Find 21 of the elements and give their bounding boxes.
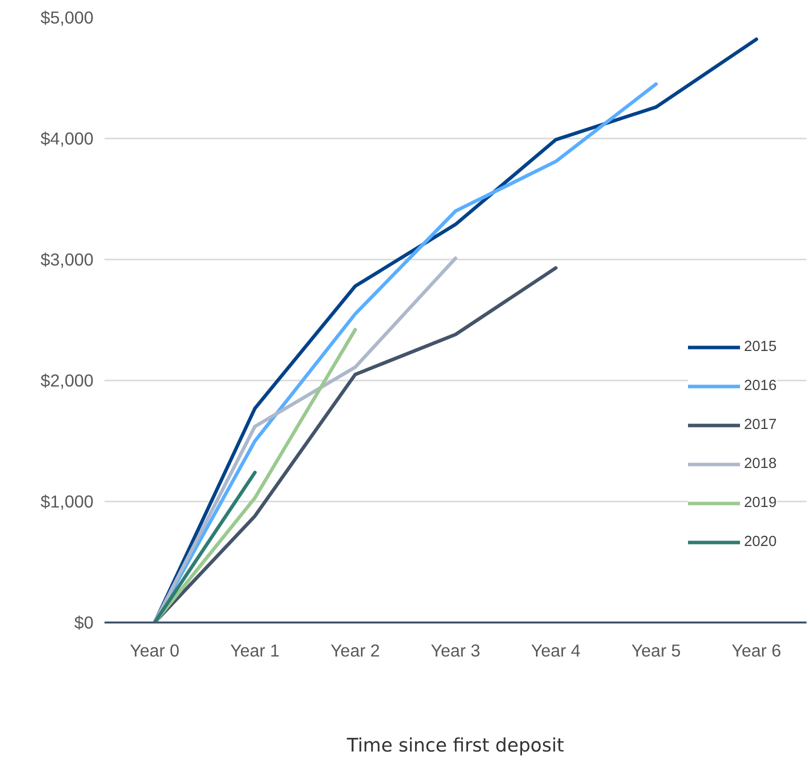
y-tick-label: $4,000 xyxy=(40,128,94,148)
y-tick-label: $0 xyxy=(74,612,94,632)
x-tick-label: Year 1 xyxy=(230,640,280,660)
line-series xyxy=(152,256,458,622)
y-tick-label: $2,000 xyxy=(40,370,94,390)
x-axis-title: Time since first deposit xyxy=(346,736,564,756)
legend-label: 2016 xyxy=(744,378,777,394)
x-tick-label: Year 5 xyxy=(631,640,681,660)
x-tick-label: Year 3 xyxy=(430,640,480,660)
legend-label: 2018 xyxy=(744,456,777,472)
legend-label: 2017 xyxy=(744,417,777,433)
legend-label: 2019 xyxy=(744,495,777,511)
y-tick-label: $1,000 xyxy=(40,492,94,512)
y-tick-label: $5,000 xyxy=(40,8,94,28)
legend-label: 2020 xyxy=(744,534,777,550)
legend-label: 2015 xyxy=(744,339,777,355)
x-tick-label: Year 4 xyxy=(531,640,581,660)
x-tick-label: Year 2 xyxy=(330,640,380,660)
x-tick-label: Year 0 xyxy=(130,640,180,660)
x-tick-label: Year 6 xyxy=(732,640,782,660)
y-tick-label: $3,000 xyxy=(40,250,94,270)
